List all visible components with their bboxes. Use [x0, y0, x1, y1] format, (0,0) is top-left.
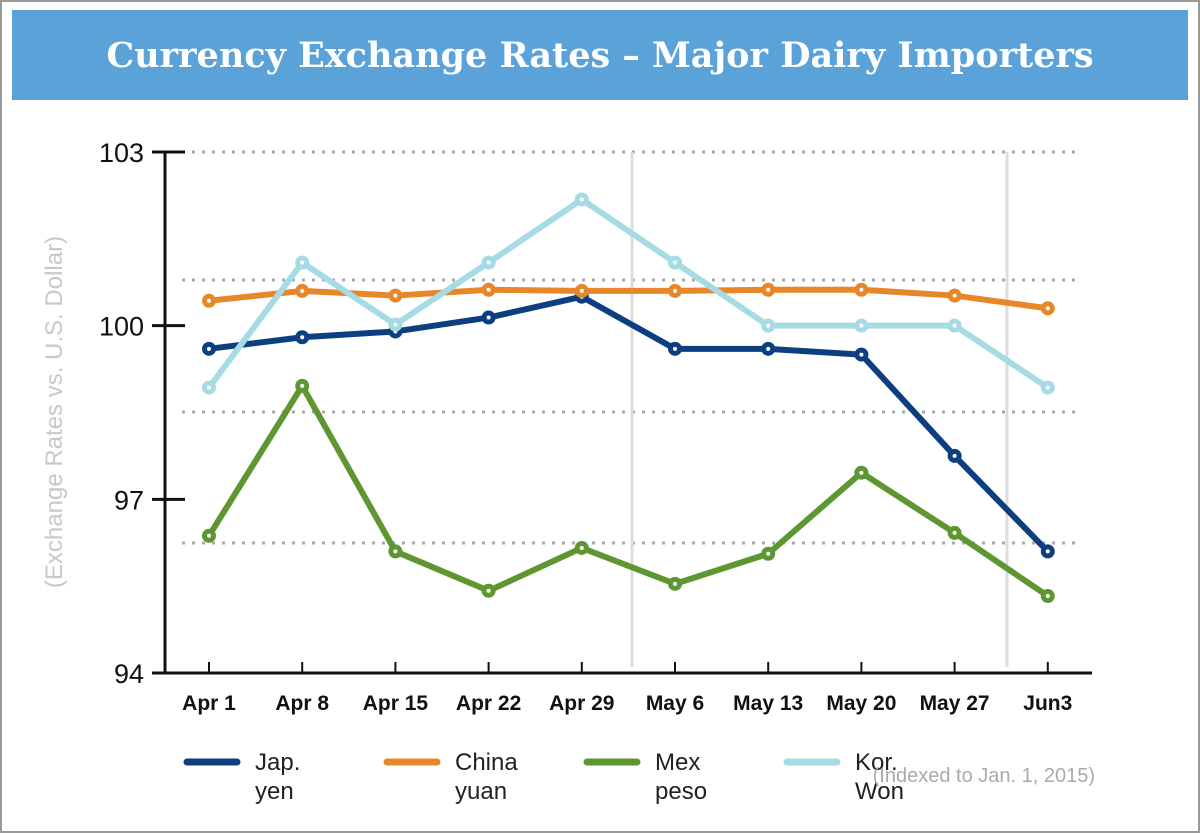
legend-label: yen — [255, 778, 294, 805]
data-point-center — [673, 260, 677, 265]
data-point-center — [1045, 306, 1050, 311]
data-point-center — [393, 549, 398, 554]
data-point-center — [859, 470, 864, 475]
x-tick-label: Jun3 — [1023, 692, 1072, 715]
data-point-center — [766, 287, 771, 292]
series-line-2 — [206, 382, 1050, 599]
y-tick-label: 94 — [114, 659, 144, 689]
series-line-0 — [208, 293, 1050, 554]
y-tick-label: 100 — [99, 312, 144, 342]
legend-label: peso — [655, 778, 707, 805]
legend-label: China — [455, 749, 518, 776]
data-point-center — [673, 581, 677, 586]
y-tick-label: 97 — [114, 485, 144, 515]
legend-label: Jap. — [255, 749, 300, 776]
x-tick-label: May 20 — [826, 692, 896, 715]
x-tick-label: Apr 22 — [456, 692, 521, 715]
data-point-center — [1045, 385, 1050, 390]
data-point-center — [300, 288, 305, 293]
data-point-center — [207, 533, 211, 538]
legend-label: Won — [855, 778, 904, 805]
data-point-center — [393, 322, 398, 327]
data-point-center — [952, 530, 957, 535]
x-tick-label: Apr 1 — [182, 692, 236, 715]
data-point-center — [766, 551, 771, 556]
data-point-center — [300, 383, 305, 388]
data-point-center — [579, 545, 584, 550]
data-point-center — [207, 346, 211, 351]
data-point-center — [579, 197, 584, 202]
data-point-center — [952, 453, 957, 458]
data-point-center — [486, 287, 491, 292]
data-point-center — [859, 352, 864, 357]
legend-label: Mex — [655, 749, 700, 776]
data-point-center — [766, 346, 771, 351]
data-point-center — [673, 346, 677, 351]
data-point-center — [300, 260, 305, 265]
data-point-center — [859, 323, 864, 328]
data-point-center — [1045, 549, 1050, 554]
data-point-center — [952, 293, 957, 298]
x-tick-label: May 6 — [646, 692, 704, 715]
legend-label: yuan — [455, 778, 507, 805]
x-tick-label: May 27 — [920, 692, 990, 715]
data-point-center — [673, 288, 677, 293]
data-point-center — [207, 298, 211, 303]
data-point-center — [486, 588, 491, 593]
data-point-center — [952, 323, 957, 328]
data-point-center — [486, 315, 491, 320]
data-point-center — [486, 260, 491, 265]
y-axis-label: (Exchange Rates vs. U.S. Dollar) — [41, 236, 68, 588]
x-tick-label: Apr 15 — [363, 692, 429, 715]
series-line-1 — [208, 286, 1049, 312]
data-point-center — [300, 335, 305, 340]
x-tick-label: May 13 — [733, 692, 803, 715]
data-point-center — [766, 323, 771, 328]
title-bar: Currency Exchange Rates – Major Dairy Im… — [12, 10, 1188, 100]
legend-label: Kor. — [855, 749, 898, 776]
data-point-center — [579, 288, 584, 293]
data-point-center — [393, 293, 398, 298]
index-note: (Indexed to Jan. 1, 2015) — [873, 765, 1095, 787]
series-line-3 — [206, 196, 1050, 391]
x-tick-label: Apr 8 — [275, 692, 329, 715]
data-point-center — [207, 385, 211, 390]
chart-title: Currency Exchange Rates – Major Dairy Im… — [106, 34, 1094, 76]
y-tick-label: 103 — [99, 138, 144, 168]
data-point-center — [859, 287, 864, 292]
x-tick-label: Apr 29 — [549, 692, 614, 715]
data-point-center — [1045, 594, 1050, 599]
